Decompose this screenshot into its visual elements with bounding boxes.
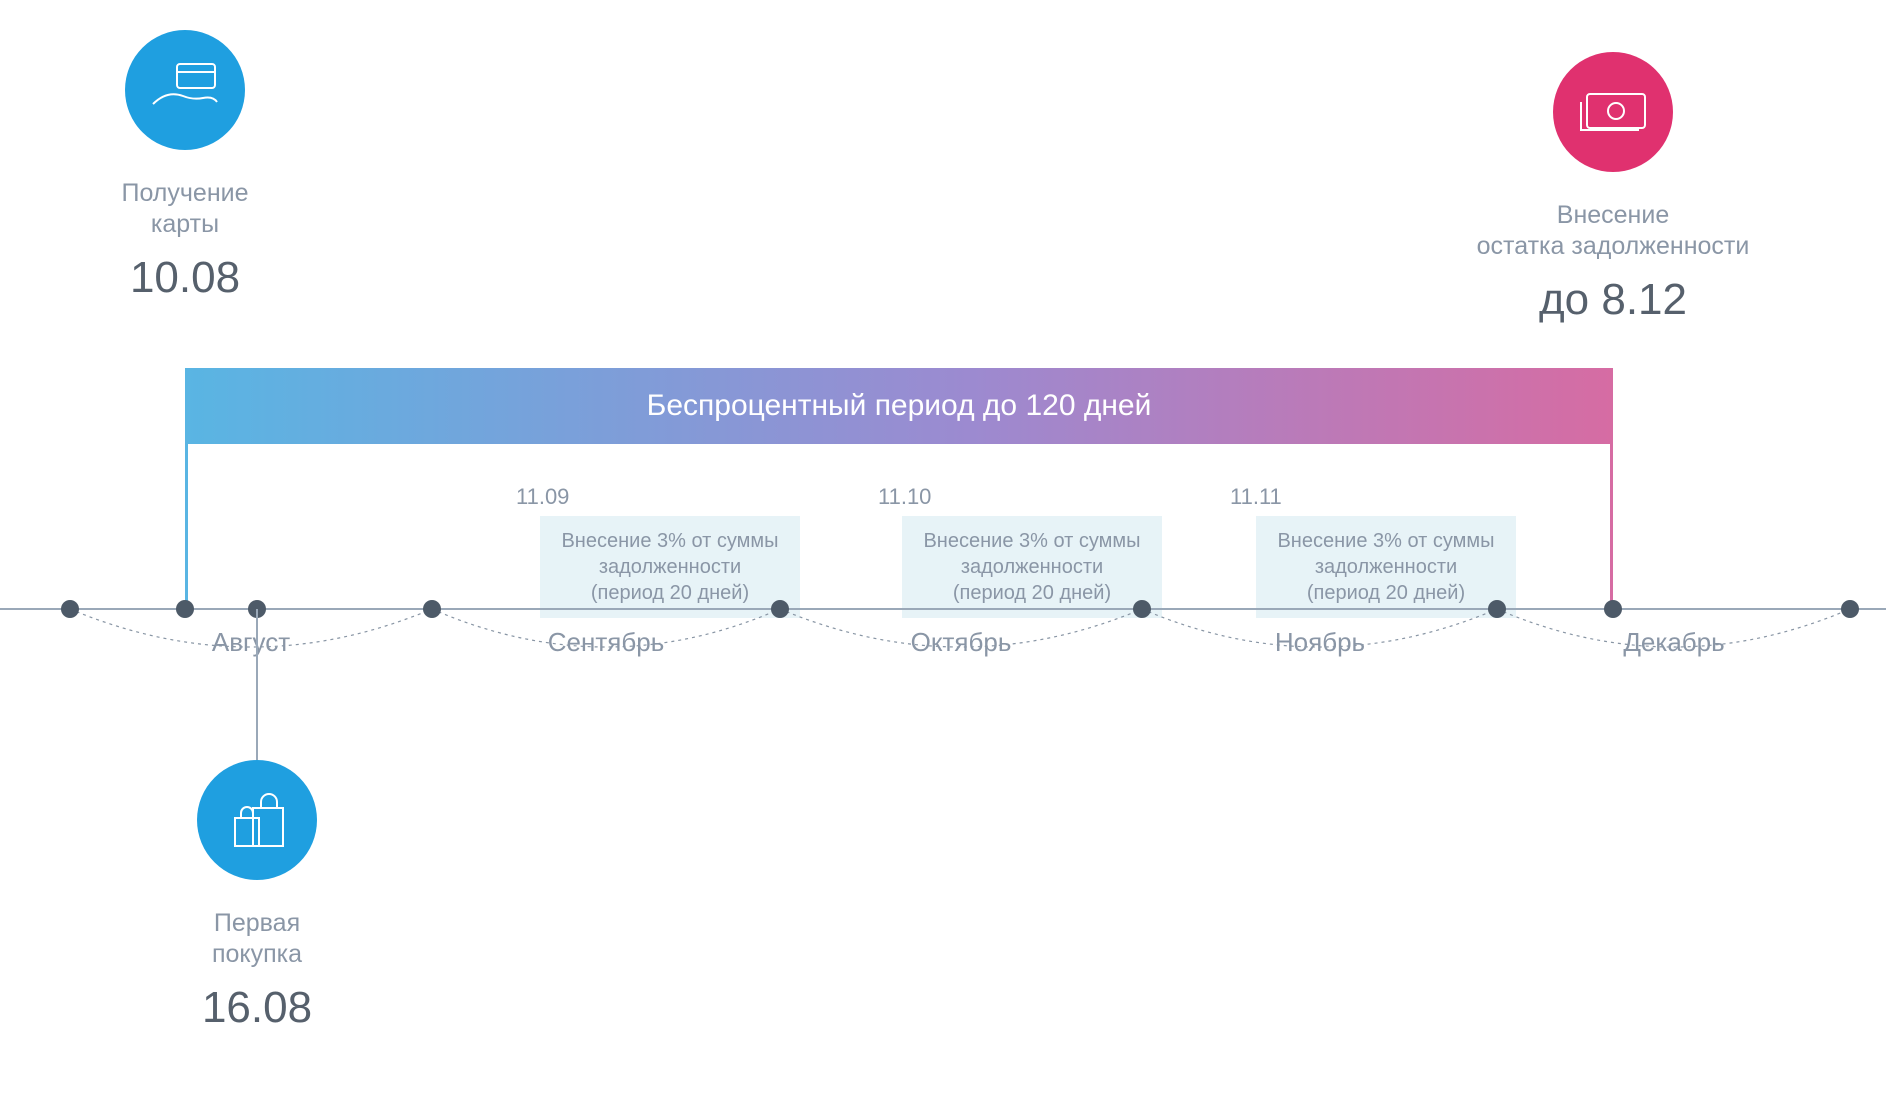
event-card-received-date: 10.08 (85, 253, 285, 303)
cash-icon (1553, 52, 1673, 172)
event-first-purchase: Первая покупка 16.08 (157, 760, 357, 1033)
event-card-received-label: Получение карты (85, 178, 285, 241)
first-purchase-connector (256, 609, 258, 760)
axis-dot (771, 600, 789, 618)
month-label: Декабрь (1623, 627, 1724, 658)
grace-period-text: Беспроцентный период до 120 дней (647, 389, 1152, 423)
axis-dot (1488, 600, 1506, 618)
bag-icon (197, 760, 317, 880)
grace-bar-left-tick (185, 368, 188, 609)
month-label: Сентябрь (548, 627, 664, 658)
payment-date-3: 11.11 (1230, 484, 1282, 510)
month-label: Ноябрь (1275, 627, 1365, 658)
axis-dot (61, 600, 79, 618)
axis-dot (176, 600, 194, 618)
event-card-received: Получение карты 10.08 (85, 30, 285, 303)
event-balance-due-label: Внесение остатка задолженности (1443, 200, 1783, 263)
axis-dot (1604, 600, 1622, 618)
payment-box-2: Внесение 3% от суммы задолженности (пери… (902, 516, 1162, 618)
timeline-diagram: Получение карты 10.08 Внесение остатка з… (0, 0, 1886, 1096)
event-first-purchase-label: Первая покупка (157, 908, 357, 971)
axis-dot (423, 600, 441, 618)
payment-date-1: 11.09 (516, 484, 569, 510)
payment-box-3: Внесение 3% от суммы задолженности (пери… (1256, 516, 1516, 618)
event-balance-due: Внесение остатка задолженности до 8.12 (1443, 52, 1783, 325)
event-balance-due-date: до 8.12 (1443, 275, 1783, 325)
payment-date-2: 11.10 (878, 484, 931, 510)
grace-period-bar: Беспроцентный период до 120 дней (185, 368, 1613, 444)
card-hand-icon (125, 30, 245, 150)
month-label: Октябрь (911, 627, 1012, 658)
grace-bar-right-tick (1610, 368, 1613, 609)
axis-dot (1133, 600, 1151, 618)
payment-box-1: Внесение 3% от суммы задолженности (пери… (540, 516, 800, 618)
event-first-purchase-date: 16.08 (157, 983, 357, 1033)
month-label: Август (212, 627, 290, 658)
axis-dot (1841, 600, 1859, 618)
